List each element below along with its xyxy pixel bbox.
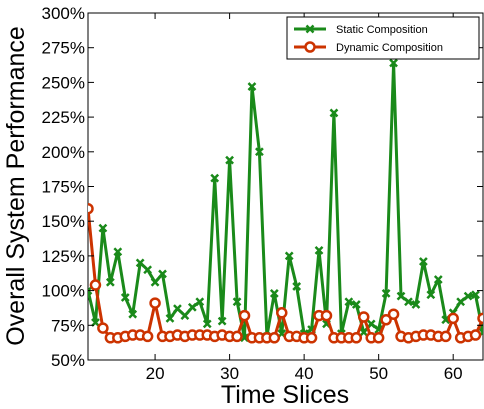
- data-point: [98, 223, 108, 233]
- x-tick-label: 50: [369, 364, 388, 383]
- data-point: [433, 275, 443, 284]
- data-point: [269, 288, 279, 298]
- data-point: [113, 247, 123, 257]
- data-point: [97, 322, 109, 334]
- data-point: [284, 251, 294, 261]
- data-point: [143, 265, 153, 275]
- data-point: [238, 309, 251, 322]
- y-tick-label: 300%: [42, 4, 85, 23]
- legend-marker-static: [305, 24, 315, 34]
- data-point: [89, 279, 102, 291]
- x-tick-label: 30: [220, 364, 239, 383]
- data-point: [88, 286, 93, 295]
- data-point: [247, 82, 257, 91]
- data-point: [180, 311, 190, 320]
- data-point: [88, 202, 94, 215]
- y-tick-label: 250%: [42, 73, 85, 92]
- data-point: [418, 257, 428, 266]
- data-point: [380, 313, 392, 326]
- y-tick-label: 100%: [42, 282, 85, 301]
- data-point: [471, 290, 480, 300]
- data-point: [350, 332, 363, 344]
- data-point: [158, 269, 167, 279]
- data-point: [426, 290, 436, 300]
- y-axis-label: Overall System Performance: [2, 26, 30, 346]
- data-point: [358, 311, 370, 323]
- data-point: [231, 330, 243, 343]
- y-tick-label: 150%: [42, 212, 85, 231]
- data-point: [447, 312, 459, 325]
- legend-label-dynamic: Dynamic Composition: [336, 42, 443, 54]
- data-point: [149, 297, 161, 309]
- data-point: [381, 288, 391, 298]
- legend-label-static: Static Composition: [336, 24, 428, 36]
- x-tick-label: 60: [444, 364, 463, 383]
- data-point: [217, 316, 227, 326]
- data-point: [463, 291, 473, 301]
- data-point: [141, 330, 154, 343]
- data-point: [469, 329, 482, 341]
- data-point: [187, 302, 197, 312]
- y-tick-label: 125%: [42, 247, 85, 266]
- data-point: [225, 155, 234, 165]
- data-point: [173, 304, 182, 314]
- legend-box: [286, 16, 480, 60]
- data-point: [305, 332, 318, 344]
- data-point: [456, 297, 466, 307]
- data-point: [232, 297, 242, 307]
- data-point: [396, 291, 406, 301]
- data-point: [389, 58, 398, 68]
- data-point: [366, 319, 376, 329]
- data-point: [411, 300, 421, 309]
- data-point: [165, 313, 175, 323]
- data-point: [314, 245, 324, 255]
- data-point: [387, 308, 400, 320]
- data-point: [477, 312, 483, 325]
- data-point: [359, 327, 369, 337]
- y-tick-label: 75%: [51, 316, 85, 335]
- x-axis-label: Time Slices: [221, 381, 349, 409]
- data-point: [135, 258, 145, 268]
- data-point: [329, 108, 339, 118]
- y-tick-label: 175%: [42, 178, 85, 197]
- data-point: [150, 277, 160, 287]
- data-point: [105, 277, 115, 287]
- data-point: [195, 297, 205, 307]
- data-point: [268, 332, 281, 344]
- data-point: [210, 173, 220, 183]
- data-point: [344, 297, 354, 307]
- x-tick-label: 40: [295, 364, 314, 383]
- data-point: [255, 147, 264, 157]
- data-point: [439, 330, 452, 343]
- data-point: [202, 319, 212, 329]
- data-point: [276, 307, 288, 319]
- data-point: [292, 282, 302, 291]
- data-point: [320, 309, 333, 322]
- x-tick-label: 20: [146, 364, 165, 383]
- y-tick-label: 50%: [51, 351, 85, 370]
- data-point: [372, 332, 385, 344]
- y-tick-label: 225%: [42, 108, 85, 127]
- legend-marker-dynamic: [304, 41, 316, 53]
- data-point: [351, 300, 361, 309]
- y-tick-label: 200%: [42, 143, 85, 162]
- y-tick-label: 275%: [42, 39, 85, 58]
- data-point: [404, 297, 413, 307]
- data-point: [128, 309, 138, 319]
- series-dynamic-composition: [88, 202, 483, 344]
- data-point: [120, 293, 130, 302]
- legend: Static Composition Dynamic Composition: [286, 16, 480, 60]
